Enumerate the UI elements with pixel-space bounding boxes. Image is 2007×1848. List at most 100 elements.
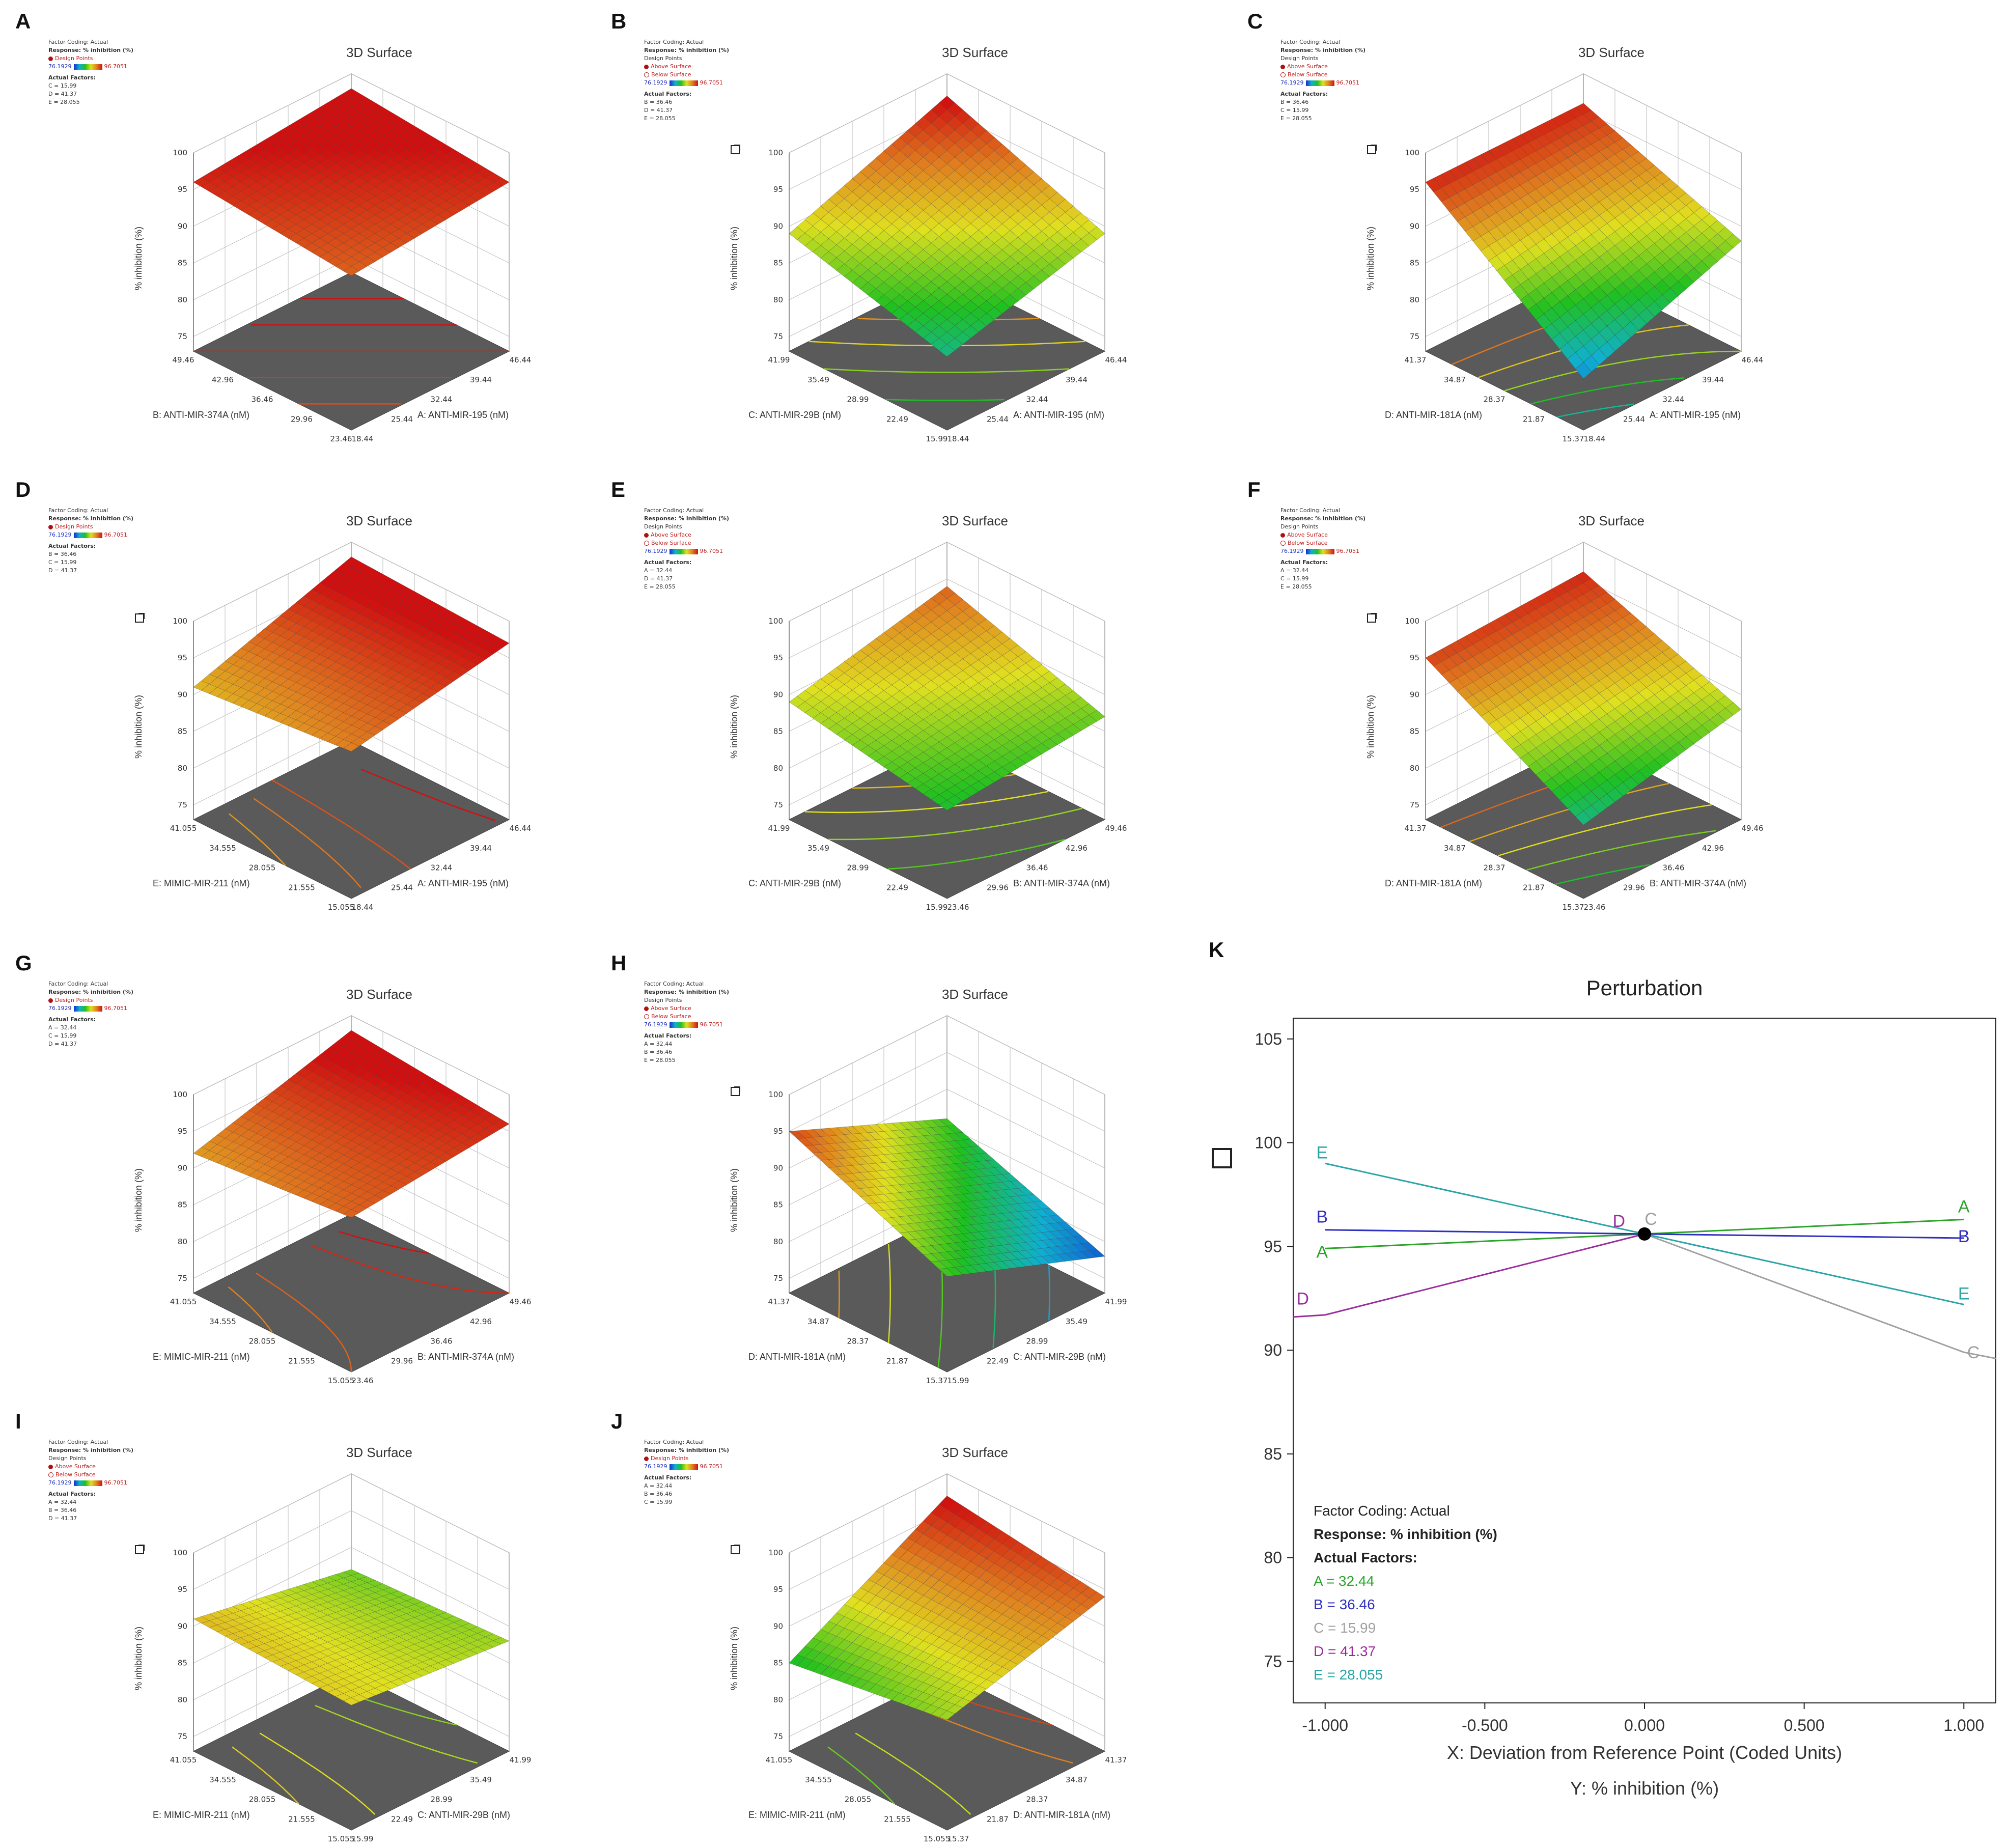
chart-title: Perturbation — [1586, 976, 1703, 1000]
contour-line — [910, 1704, 1074, 1764]
z-tick-label: 75 — [773, 800, 783, 809]
x-tick-label: 18.44 — [352, 903, 374, 912]
popout-icon[interactable] — [1367, 145, 1377, 154]
x-tick-label: 18.44 — [352, 434, 374, 443]
z-tick-label: 100 — [768, 617, 783, 626]
z-tick-label: 95 — [178, 1585, 187, 1594]
contour-line — [828, 807, 1083, 841]
popout-icon[interactable] — [731, 1545, 740, 1554]
y-tick-label: 21.87 — [886, 1356, 908, 1365]
y-tick-label: 49.46 — [173, 355, 194, 365]
contour-line — [229, 813, 286, 866]
panel-legend: Factor Coding: Actual Response: % inhibit… — [644, 1439, 729, 1505]
x-tick-label: 15.37 — [947, 1834, 969, 1843]
y-tick-label: 21.87 — [1523, 883, 1545, 892]
x-axis-label: B: ANTI-MIR-374A (nM) — [417, 1352, 515, 1362]
contour-line — [1530, 377, 1684, 405]
z-tick-label: 90 — [178, 1163, 187, 1172]
y-tick-label: 21.87 — [1523, 414, 1545, 424]
z-tick-label: 95 — [1410, 185, 1419, 194]
x-tick-label: 23.46 — [1584, 903, 1606, 912]
legend-factor-e: E = 28.055 — [1314, 1667, 1383, 1683]
x-axis-label: B: ANTI-MIR-374A (nM) — [1013, 878, 1110, 888]
z-tick-label: 85 — [178, 1659, 187, 1668]
popout-icon[interactable] — [731, 1086, 740, 1096]
y-tick-label: 15.055 — [328, 1376, 355, 1385]
x-tick-label: 49.46 — [1742, 824, 1764, 833]
legend-factor-c: C = 15.99 — [1314, 1620, 1376, 1636]
y-axis-label: C: ANTI-MIR-29B (nM) — [748, 410, 842, 420]
response-surface — [193, 88, 510, 276]
x-tick-label: 41.99 — [1105, 1297, 1127, 1306]
z-tick-label: 90 — [773, 1621, 783, 1631]
z-tick-label: 80 — [773, 295, 783, 304]
series-label-a: A — [1316, 1242, 1328, 1262]
series-label-a: A — [1958, 1197, 1970, 1216]
contour-line — [824, 368, 1069, 373]
perturbation-panel: K Perturbation 75 80 85 90 95 100 105 -1.000 -0.5… — [1202, 938, 2007, 1835]
x-tick-label: 41.37 — [1105, 1755, 1127, 1765]
z-tick-label: 85 — [773, 1659, 783, 1668]
panel-title: 3D Surface — [346, 987, 413, 1002]
z-axis-label: % inhibition (%) — [729, 694, 739, 759]
x-tick-label: 46.44 — [1105, 355, 1127, 365]
panel-label-k: K — [1209, 938, 1224, 962]
y-tick-label: 29.96 — [291, 414, 313, 424]
popout-icon[interactable] — [1212, 1148, 1232, 1168]
panel-title: 3D Surface — [941, 1445, 1009, 1460]
z-tick-label: 80 — [178, 1695, 187, 1704]
y-tick-label: 34.87 — [1444, 375, 1466, 384]
x-tick-label: 46.44 — [1742, 355, 1764, 365]
contour-line — [1526, 830, 1716, 871]
x-tick-label: 25.44 — [391, 883, 413, 892]
x-tick-label: -1.000 — [1302, 1716, 1348, 1734]
surface-chart: 75 80 85 90 95 100 23.46 29.96 36.46 42.96 49.46 15… — [768, 542, 1127, 912]
x-tick-label: 36.46 — [1663, 863, 1685, 873]
panel-legend: Factor Coding: Actual Response: % inhibit… — [1280, 507, 1365, 590]
surface-panel-b: B 3D Surface Factor Coding: Actual Response… — [596, 0, 1171, 448]
y-tick-label: 28.37 — [1484, 395, 1506, 404]
x-tick-label: 42.96 — [1702, 844, 1724, 853]
x-tick-label: 1.000 — [1943, 1716, 1984, 1734]
x-tick-label: 18.44 — [1584, 434, 1606, 443]
panel-label: B — [611, 9, 627, 33]
response-surface — [193, 1569, 510, 1705]
popout-icon[interactable] — [135, 1545, 145, 1554]
response-surface — [789, 1118, 1105, 1277]
x-tick-label: 39.44 — [470, 375, 492, 384]
z-tick-label: 85 — [773, 727, 783, 736]
x-axis-label: A: ANTI-MIR-195 (nM) — [1013, 410, 1105, 420]
surface-panel-g: G 3D Surface Factor Coding: Actual Response… — [0, 942, 575, 1390]
z-tick-label: 95 — [178, 653, 187, 662]
popout-icon[interactable] — [135, 613, 145, 623]
z-tick-label: 80 — [178, 1237, 187, 1246]
contour-line — [855, 1732, 971, 1815]
panel-label: I — [15, 1409, 21, 1433]
z-tick-label: 100 — [173, 617, 187, 626]
series-label-b: B — [1316, 1208, 1328, 1227]
z-tick-label: 90 — [178, 221, 187, 231]
x-tick-label: 32.44 — [431, 863, 453, 873]
y-tick-label: 28.055 — [249, 863, 276, 873]
y-tick-label: 41.055 — [170, 1297, 197, 1306]
panel-label: C — [1247, 9, 1263, 33]
surface-panel-c: C 3D Surface Factor Coding: Actual Response… — [1232, 0, 1807, 448]
x-tick-label: 39.44 — [1066, 375, 1088, 384]
y-tick-label: 34.555 — [805, 1775, 832, 1784]
z-axis-label: % inhibition (%) — [729, 1168, 739, 1232]
surface-chart: 75 80 85 90 95 100 15.99 22.49 28.99 35.49 41.99 15… — [170, 1473, 531, 1843]
z-tick-label: 85 — [773, 259, 783, 268]
response-surface — [193, 556, 510, 752]
panel-title: 3D Surface — [346, 513, 413, 528]
popout-icon[interactable] — [1367, 613, 1377, 623]
y-tick-label: 35.49 — [807, 375, 829, 384]
popout-icon[interactable] — [731, 145, 740, 154]
z-tick-label: 85 — [773, 1200, 783, 1210]
contour-line — [887, 838, 1066, 870]
contour-line — [339, 1231, 431, 1254]
z-tick-label: 85 — [1410, 727, 1419, 736]
x-tick-label: 23.46 — [352, 1376, 374, 1385]
panel-label: J — [611, 1409, 623, 1433]
x-tick-label: 32.44 — [1026, 395, 1048, 404]
panel-title: 3D Surface — [346, 1445, 413, 1460]
